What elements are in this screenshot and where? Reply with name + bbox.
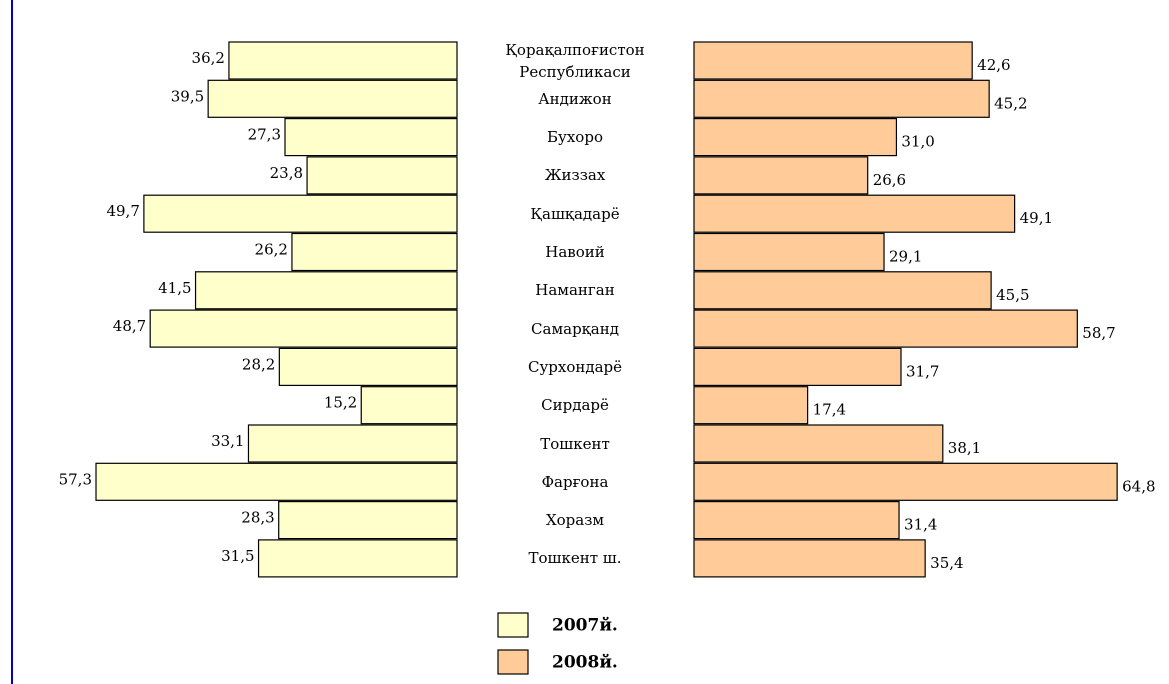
bar	[693, 41, 973, 80]
bar	[207, 79, 458, 118]
bar	[693, 271, 992, 310]
bar	[693, 309, 1078, 348]
bar	[693, 539, 926, 578]
category-label: Бухоро	[547, 128, 603, 147]
category-label: Самарқанд	[531, 319, 619, 338]
value-label: 64,8	[1122, 477, 1155, 495]
bar	[693, 194, 1016, 233]
category-label: Қашқадарё	[530, 204, 620, 223]
value-label: 35,4	[930, 554, 963, 572]
category-label: Хоразм	[545, 511, 605, 530]
category-label: Андижон	[538, 89, 612, 108]
bar	[693, 79, 990, 118]
value-label: 31,5	[221, 547, 254, 565]
value-label: 36,2	[192, 49, 225, 67]
value-label: 28,3	[241, 509, 274, 527]
category-label: Сирдарё	[541, 396, 609, 415]
category-label: Қорақалпоғистон Республикаси	[505, 40, 645, 81]
value-label: 33,1	[211, 432, 244, 450]
value-label: 28,2	[242, 355, 275, 373]
legend-label: 2007й.	[552, 616, 618, 636]
value-label: 57,3	[59, 470, 92, 488]
value-label: 26,2	[255, 241, 288, 259]
bar	[194, 271, 458, 310]
category-label: Тошкент ш.	[528, 549, 622, 568]
value-label: 48,7	[113, 317, 146, 335]
category-label: Фарғона	[541, 472, 609, 491]
value-label: 26,6	[873, 171, 906, 189]
bar	[693, 156, 869, 195]
bar	[143, 194, 458, 233]
category-label: Наманган	[535, 281, 615, 300]
category-label: Сурхондарё	[527, 357, 623, 376]
bar	[278, 501, 458, 540]
value-label: 29,1	[889, 248, 922, 266]
bar	[693, 117, 898, 157]
bar	[693, 424, 944, 463]
category-label: Жиззах	[544, 166, 606, 185]
value-label: 45,2	[994, 94, 1027, 112]
value-label: 45,5	[996, 286, 1029, 304]
bar	[693, 347, 902, 386]
bar	[95, 462, 458, 501]
value-label: 31,4	[904, 516, 937, 534]
value-label: 58,7	[1082, 324, 1115, 342]
bar	[306, 156, 458, 195]
value-label: 49,7	[106, 202, 139, 220]
value-label: 42,6	[977, 56, 1010, 74]
bar	[247, 424, 458, 463]
bar	[693, 462, 1118, 501]
legend-swatch	[497, 612, 529, 638]
legend-swatch	[497, 649, 529, 675]
value-label: 38,1	[948, 439, 981, 457]
bar	[149, 309, 458, 348]
value-label: 31,7	[906, 362, 939, 380]
value-label: 49,1	[1020, 209, 1053, 227]
category-label: Навоий	[545, 243, 605, 261]
value-label: 39,5	[171, 87, 204, 105]
bar	[284, 117, 458, 157]
value-label: 27,3	[248, 126, 281, 144]
bar	[291, 232, 458, 272]
bar	[278, 347, 458, 386]
category-label: Тошкент	[540, 434, 610, 453]
value-label: 31,0	[901, 133, 934, 151]
bar	[360, 386, 458, 425]
bar	[693, 232, 885, 272]
bar	[257, 539, 458, 578]
bar	[693, 501, 900, 540]
value-label: 17,4	[813, 401, 846, 419]
value-label: 15,2	[324, 394, 357, 412]
legend-label: 2008й.	[552, 653, 618, 673]
value-label: 41,5	[158, 279, 191, 297]
bar	[693, 386, 809, 425]
value-label: 23,8	[270, 164, 303, 182]
bar	[228, 41, 458, 80]
